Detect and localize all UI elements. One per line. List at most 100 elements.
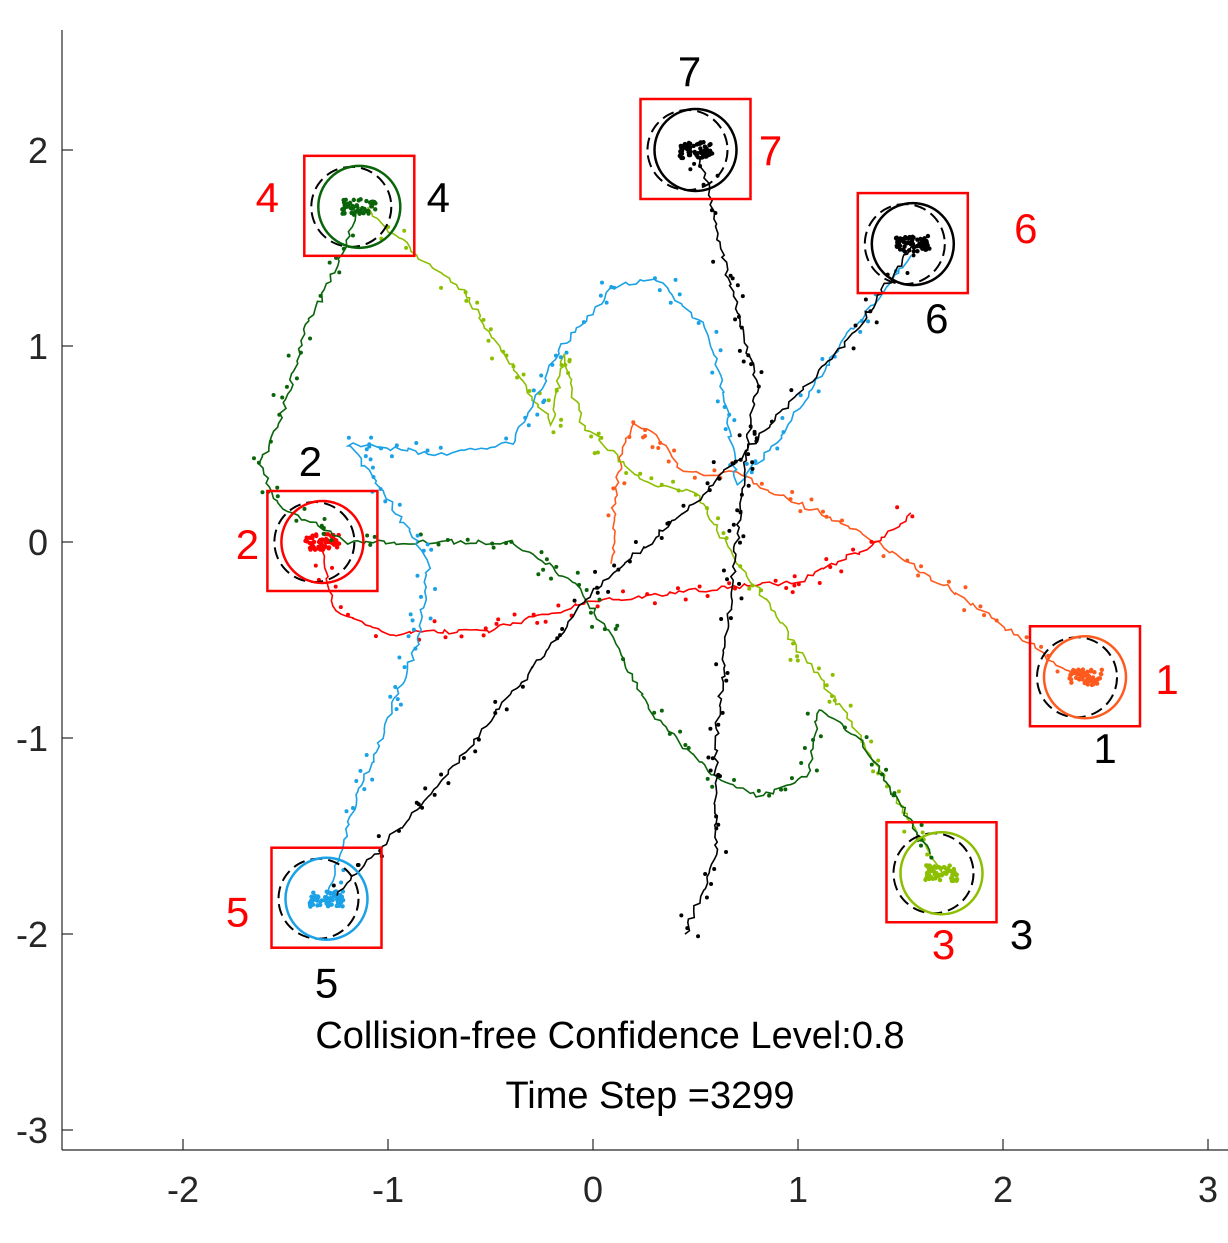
trajectory-sample-dot	[802, 746, 807, 751]
trajectory-sample-dot	[790, 490, 795, 495]
agent-cluster-dot	[322, 898, 328, 903]
trajectory-sample-dot	[816, 666, 821, 671]
trajectory-sample-dot	[511, 364, 516, 369]
agent-cluster-dot	[703, 154, 708, 159]
trajectory-sample-dot	[919, 843, 924, 848]
trajectory-sample-dot	[429, 547, 434, 552]
agent-label: 3	[1010, 911, 1033, 958]
trajectory-sample-dot	[880, 772, 885, 777]
trajectory-sample-dot	[408, 612, 413, 617]
trajectory-sample-dot	[685, 926, 690, 931]
goal-box	[303, 154, 416, 258]
trajectory-sample-dot	[657, 288, 662, 293]
trajectory-sample-dot	[788, 657, 793, 662]
agent-cluster-dot	[1072, 670, 1077, 676]
trajectory-sample-dot	[329, 538, 334, 543]
trajectory-sample-dot	[559, 363, 564, 368]
trajectory-sample-dot	[714, 329, 719, 334]
agent-safety-circle	[899, 830, 984, 916]
goal-label: 5	[226, 889, 249, 936]
trajectory-sample-dot	[675, 586, 680, 591]
trajectory-sample-dot	[577, 582, 582, 587]
goal-box	[639, 97, 752, 201]
trajectory-sample-dot	[697, 584, 702, 589]
goal-box	[270, 846, 383, 949]
trajectory-sample-dot	[428, 616, 433, 621]
goal-label: 2	[236, 521, 259, 568]
agent-cluster-dot	[695, 155, 701, 160]
trajectory-sample-dot	[432, 792, 437, 797]
trajectory-sample-dot	[413, 646, 418, 651]
goal-box	[856, 191, 970, 295]
trajectory-sample-dot	[848, 703, 853, 708]
trajectory-sample-dot	[676, 488, 681, 493]
trajectory-sample-dot	[659, 482, 664, 487]
agent-cluster-dot	[1095, 677, 1100, 682]
agent-cluster-dot	[373, 207, 378, 212]
trajectory-sample-dot	[705, 481, 710, 486]
trajectory-sample-dot	[414, 440, 419, 445]
trajectory-sample-dot	[504, 353, 509, 358]
goal-label: 4	[256, 174, 279, 221]
agent-cluster-dot	[908, 241, 914, 247]
trajectory-sample-dot	[714, 826, 719, 831]
trajectory-sample-dot	[615, 623, 620, 628]
trajectory-sample-dot	[698, 164, 703, 169]
agent-cluster-dot	[349, 206, 355, 211]
trajectory-sample-dot	[656, 445, 661, 450]
trajectory-sample-dot	[371, 474, 376, 479]
trajectory-sample-dot	[759, 588, 764, 593]
trajectory-sample-dot	[379, 446, 384, 451]
trajectory-sample-dot	[737, 348, 742, 353]
trajectory-sample-dot	[553, 353, 558, 358]
agent-cluster-dot	[307, 545, 313, 551]
trajectory-sample-dot	[696, 321, 701, 326]
trajectory-sample-dot	[423, 786, 428, 791]
trajectory-sample-dot	[395, 697, 400, 702]
trajectory-line	[684, 149, 760, 935]
trajectory-sample-dot	[727, 528, 732, 533]
trajectory-sample-dot	[814, 768, 819, 773]
trajectory-sample-dot	[796, 582, 801, 587]
trajectory-sample-dot	[677, 292, 682, 297]
agent-cluster-dot	[358, 197, 363, 202]
trajectory-sample-dot	[811, 737, 816, 742]
trajectory-line	[319, 512, 912, 637]
agent-safety-circle	[870, 201, 956, 287]
agent-cluster-dot	[343, 197, 348, 202]
trajectory-sample-dot	[775, 446, 780, 451]
goal-label: 1	[1155, 656, 1178, 703]
agent-cluster-dot	[926, 869, 932, 875]
trajectory-sample-dot	[905, 558, 910, 563]
trajectory-sample-dot	[362, 787, 367, 792]
trajectory-sample-dot	[369, 435, 374, 440]
agent-cluster-dot	[326, 545, 332, 550]
trajectory-sample-dot	[703, 872, 708, 877]
trajectory-sample-dot	[667, 731, 672, 736]
agent-cluster-dot	[679, 151, 685, 156]
trajectory-sample-dot	[251, 456, 256, 461]
trajectory-sample-dot	[418, 532, 423, 537]
trajectory-sample-dot	[678, 729, 683, 734]
trajectory-sample-dot	[445, 537, 450, 542]
trajectory-sample-dot	[488, 327, 493, 332]
trajectory-sample-dot	[788, 497, 793, 502]
trajectory-sample-dot	[350, 233, 355, 238]
agent-cluster-dot	[698, 146, 703, 151]
trajectory-sample-dot	[790, 590, 795, 595]
goal-label: 6	[1014, 205, 1037, 252]
goal-agent-6: 66	[856, 191, 1037, 342]
trajectory-sample-dot	[367, 442, 372, 447]
trajectory-sample-dot	[463, 290, 468, 295]
trajectory-sample-dot	[558, 423, 563, 428]
trajectory-sample-dot	[421, 548, 426, 553]
trajectory-sample-dot	[749, 362, 754, 367]
agent-cluster-dot	[358, 210, 363, 215]
trajectory-sample-dot	[686, 745, 691, 750]
trajectory-sample-dot	[978, 604, 983, 609]
trajectory-sample-dot	[546, 398, 551, 403]
trajectory-sample-dot	[535, 620, 540, 625]
trajectory-sample-dot	[415, 533, 420, 538]
trajectory-sample-dot	[780, 416, 785, 421]
